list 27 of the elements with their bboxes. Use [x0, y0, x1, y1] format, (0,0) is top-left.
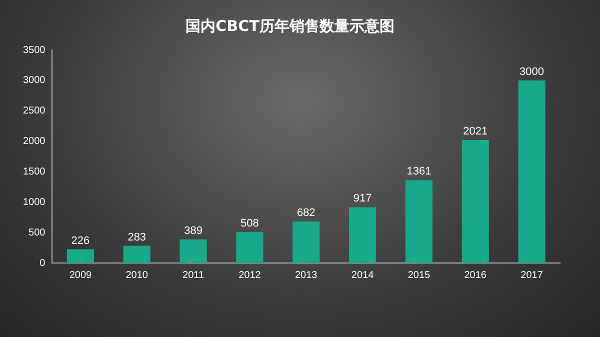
data-label: 917: [353, 192, 372, 205]
x-tick-label: 2009: [69, 270, 92, 281]
x-tick-label: 2014: [351, 270, 374, 281]
y-tick-label: 2000: [22, 136, 46, 148]
data-label: 1361: [406, 166, 432, 178]
data-label: 283: [128, 231, 146, 244]
x-tick-label: 2017: [520, 270, 544, 281]
y-tick-label: 3000: [22, 75, 46, 86]
data-label: 508: [240, 218, 259, 230]
y-tick-label: 1500: [22, 166, 46, 178]
x-tick-label: 2010: [126, 270, 148, 281]
y-tick-label: 0: [40, 258, 46, 269]
data-label: 226: [71, 234, 90, 247]
x-tick-label: 2013: [295, 270, 318, 281]
y-tick-label: 2500: [22, 106, 46, 117]
x-tick-label: 2012: [238, 270, 262, 281]
x-tick-label: 2016: [464, 270, 487, 281]
data-label: 389: [184, 224, 202, 237]
y-tick-label: 3500: [22, 44, 46, 56]
data-label: 2021: [463, 126, 488, 138]
data-label: 3000: [520, 66, 544, 78]
data-label: 682: [296, 207, 316, 220]
y-tick-label: 1000: [22, 196, 46, 208]
x-tick-label: 2015: [408, 270, 431, 281]
x-tick-label: 2011: [182, 270, 204, 281]
chart-title: 国内CBCT历年销售数量示意图: [186, 16, 394, 35]
y-tick-label: 500: [28, 227, 46, 238]
